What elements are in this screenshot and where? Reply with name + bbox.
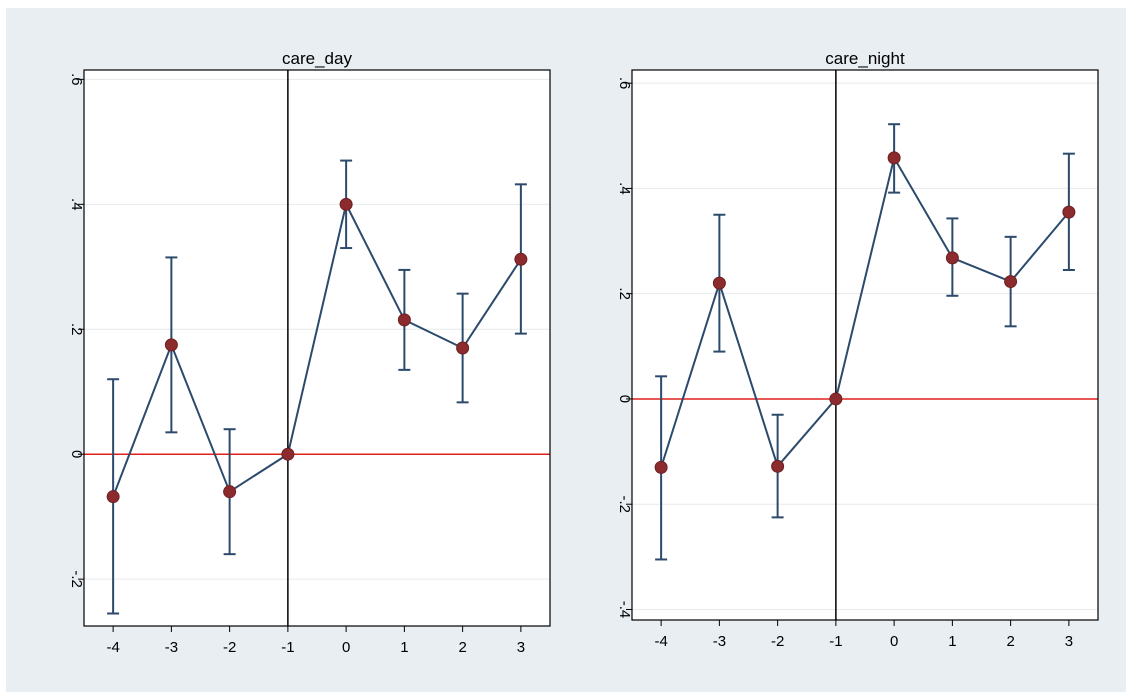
x-tick-label: 0 — [890, 633, 898, 650]
x-tick-label: -3 — [165, 639, 178, 656]
chart-title: care_day — [282, 49, 352, 68]
data-point — [829, 392, 843, 406]
y-tick-label: .6 — [616, 77, 633, 90]
plot-border — [83, 69, 551, 627]
x-tick-label: -3 — [713, 633, 726, 650]
data-point — [712, 276, 726, 290]
series-line — [112, 201, 522, 498]
y-tick-label: -.2 — [68, 570, 85, 588]
data-point — [654, 460, 668, 474]
plot-area — [84, 70, 550, 626]
data-point — [281, 447, 295, 461]
y-tick-label: .2 — [68, 323, 85, 336]
y-tick-label: .4 — [616, 182, 633, 195]
y-tick-label: .4 — [68, 198, 85, 211]
data-point — [945, 251, 959, 265]
x-tick-label: -4 — [106, 639, 119, 656]
y-tick-label: 0 — [616, 395, 633, 403]
data-point — [397, 313, 411, 327]
data-point — [771, 459, 785, 473]
data-point — [106, 490, 120, 504]
y-tick-label: .2 — [616, 287, 633, 300]
x-tick-label: -2 — [771, 633, 784, 650]
data-point — [887, 151, 901, 165]
series-line — [660, 155, 1070, 469]
chart-panel-care-night: care_night -.4 -.2 0 .2 .4 .6 -4 -3 -2 -1 0 1 2 3 — [616, 49, 1099, 650]
y-tick-label: .6 — [68, 73, 85, 86]
data-point — [223, 485, 237, 499]
data-point — [1004, 275, 1018, 289]
figure: care_day -.2 0 .2 .4 .6 -4 -3 -2 -1 0 1 2 3 care_nigh… — [6, 8, 1126, 692]
x-tick-label: 1 — [400, 639, 408, 656]
x-tick-label: 1 — [948, 633, 956, 650]
x-tick-label: 2 — [458, 639, 466, 656]
x-tick-label: 0 — [342, 639, 350, 656]
x-tick-label: -1 — [829, 633, 842, 650]
x-tick-label: 3 — [517, 639, 525, 656]
data-point — [1062, 205, 1076, 219]
plot-border — [631, 69, 1099, 621]
x-tick-label: 3 — [1065, 633, 1073, 650]
x-tick-label: -1 — [281, 639, 294, 656]
y-tick-label: -.4 — [616, 601, 633, 619]
x-tick-label: -4 — [654, 633, 667, 650]
y-tick-label: -.2 — [616, 495, 633, 513]
x-tick-label: 2 — [1006, 633, 1014, 650]
plot-area — [632, 70, 1098, 620]
chart-panel-care-day: care_day -.2 0 .2 .4 .6 -4 -3 -2 -1 0 1 2 3 — [68, 49, 551, 656]
x-tick-label: -2 — [223, 639, 236, 656]
data-point — [164, 338, 178, 352]
data-point — [456, 341, 470, 355]
chart-title: care_night — [825, 49, 905, 68]
y-tick-label: 0 — [68, 450, 85, 458]
data-point — [339, 197, 353, 211]
data-point — [514, 252, 528, 266]
